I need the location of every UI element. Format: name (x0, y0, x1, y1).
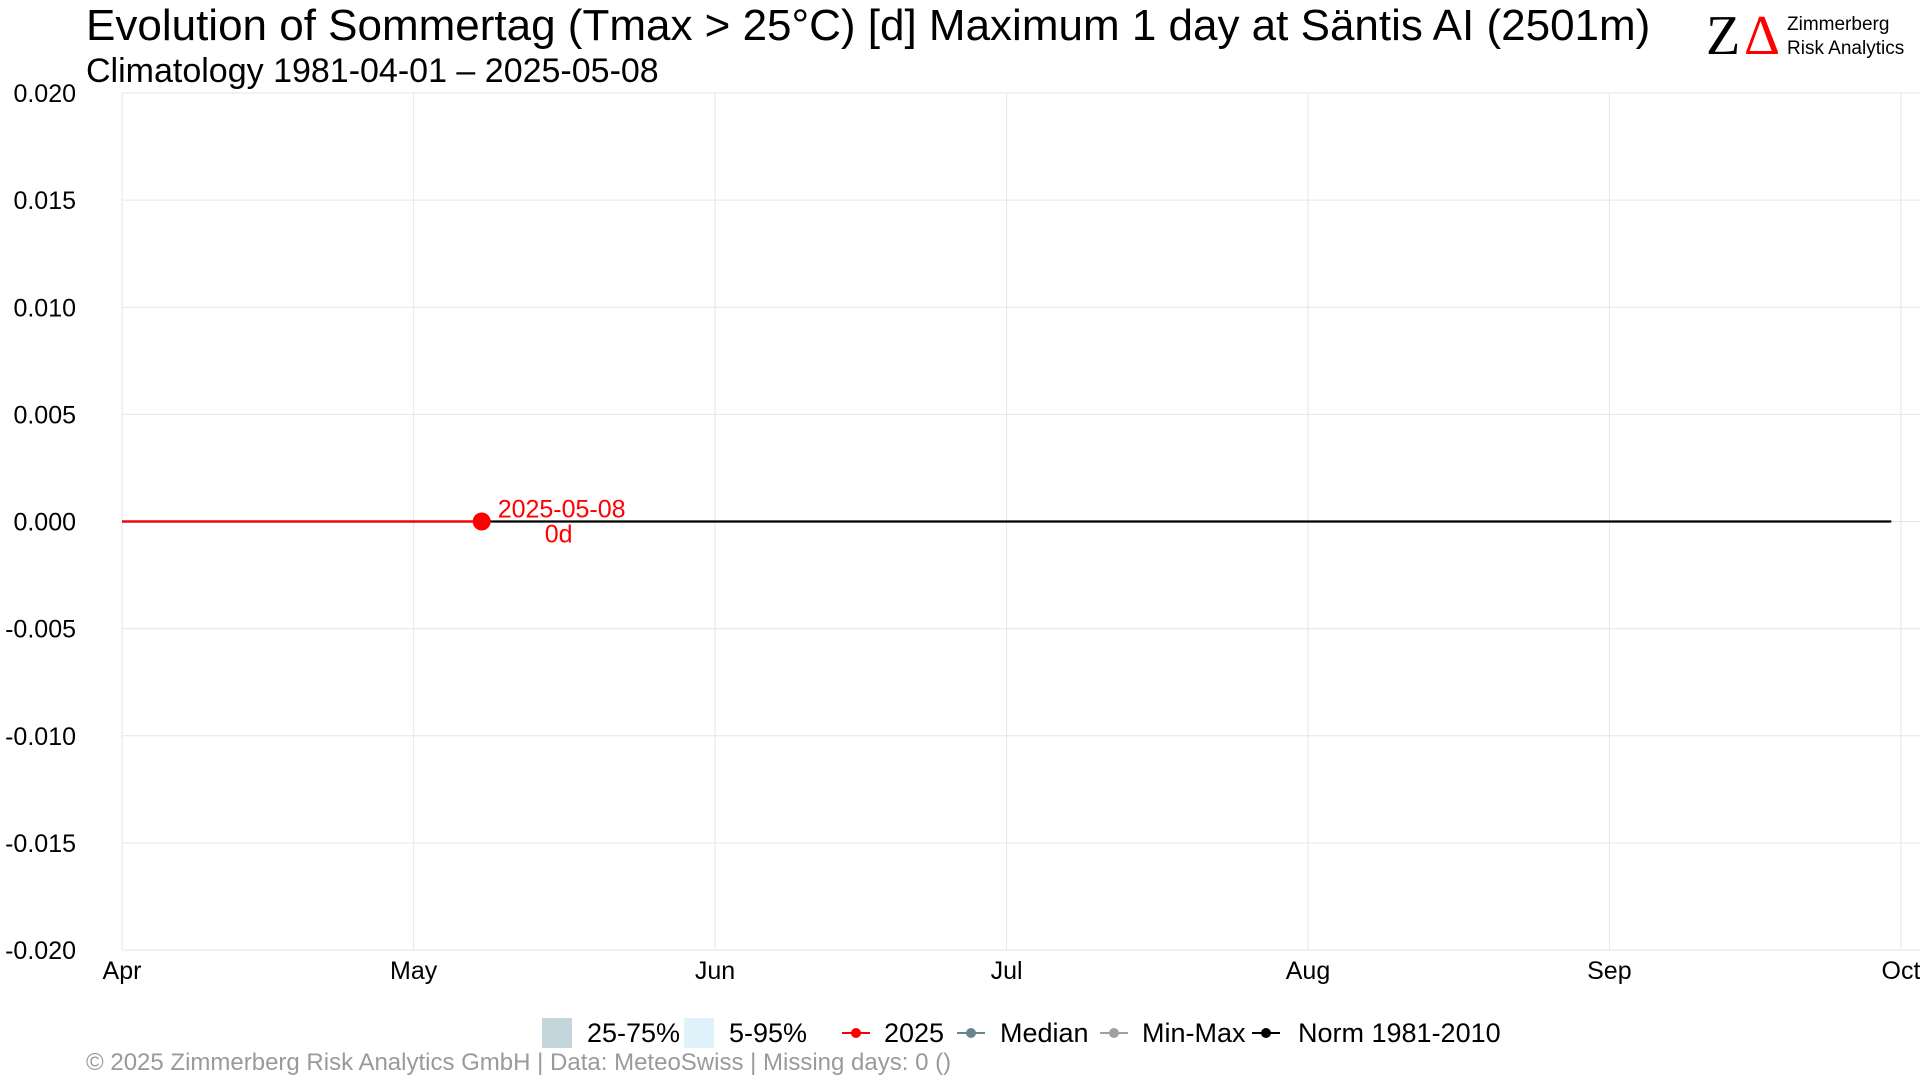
legend-label-median: Median (1000, 1018, 1089, 1048)
legend-dot-2025 (851, 1028, 861, 1038)
x-tick-label: Sep (1587, 957, 1631, 985)
logo-z-mark: Z (1706, 5, 1740, 67)
y-tick-label: -0.010 (5, 723, 76, 751)
footer-credit: © 2025 Zimmerberg Risk Analytics GmbH | … (86, 1049, 951, 1076)
x-tick-label: Aug (1286, 957, 1330, 985)
legend-dot-norm-1981-2010 (1261, 1028, 1271, 1038)
annotation-value-label: 0d (545, 521, 573, 549)
y-tick-label: 0.020 (13, 80, 76, 108)
y-tick-label: 0.005 (13, 401, 76, 429)
logo-delta-mark: Δ (1744, 5, 1780, 67)
legend-swatch-5-95 (684, 1018, 714, 1048)
company-logo: Z Δ Zimmerberg Risk Analytics (1706, 5, 1904, 67)
x-tick-label: Apr (103, 957, 142, 985)
x-tick-label: Jun (695, 957, 735, 985)
chart-title: Evolution of Sommertag (Tmax > 25°C) [d]… (86, 1, 1650, 50)
chart-subtitle: Climatology 1981-04-01 – 2025-05-08 (86, 52, 659, 90)
logo-name-line1: Zimmerberg (1787, 14, 1889, 35)
chart-header: Evolution of Sommertag (Tmax > 25°C) [d]… (86, 1, 1650, 90)
legend-dot-median (966, 1028, 976, 1038)
x-tick-label: May (390, 957, 438, 985)
legend-label-25-75: 25-75% (587, 1018, 680, 1048)
legend-label-norm-1981-2010: Norm 1981-2010 (1298, 1018, 1501, 1048)
annotation-date-label: 2025-05-08 (498, 496, 626, 524)
y-tick-label: -0.005 (5, 616, 76, 644)
legend-dot-min-max (1109, 1028, 1119, 1038)
legend-label-2025: 2025 (884, 1018, 944, 1048)
axis-layer: -0.020 -0.015 -0.010 -0.005 0.000 0.005 0.010 0… (5, 80, 1920, 985)
y-tick-label: 0.000 (13, 509, 76, 537)
legend-label-min-max: Min-Max (1142, 1018, 1246, 1048)
y-tick-label: 0.010 (13, 294, 76, 322)
y-tick-label: 0.015 (13, 187, 76, 215)
legend: 25-75% 5-95% 2025 Median Min-Max Norm 1981-20… (542, 1018, 1501, 1048)
y-tick-label: -0.020 (5, 937, 76, 965)
logo-name-line2: Risk Analytics (1787, 38, 1904, 59)
legend-swatch-25-75 (542, 1018, 572, 1048)
current-day-marker (472, 512, 491, 531)
x-tick-label: Jul (991, 957, 1023, 985)
x-tick-label: Oct (1882, 957, 1920, 985)
legend-label-5-95: 5-95% (729, 1018, 807, 1048)
y-tick-label: -0.015 (5, 830, 76, 858)
